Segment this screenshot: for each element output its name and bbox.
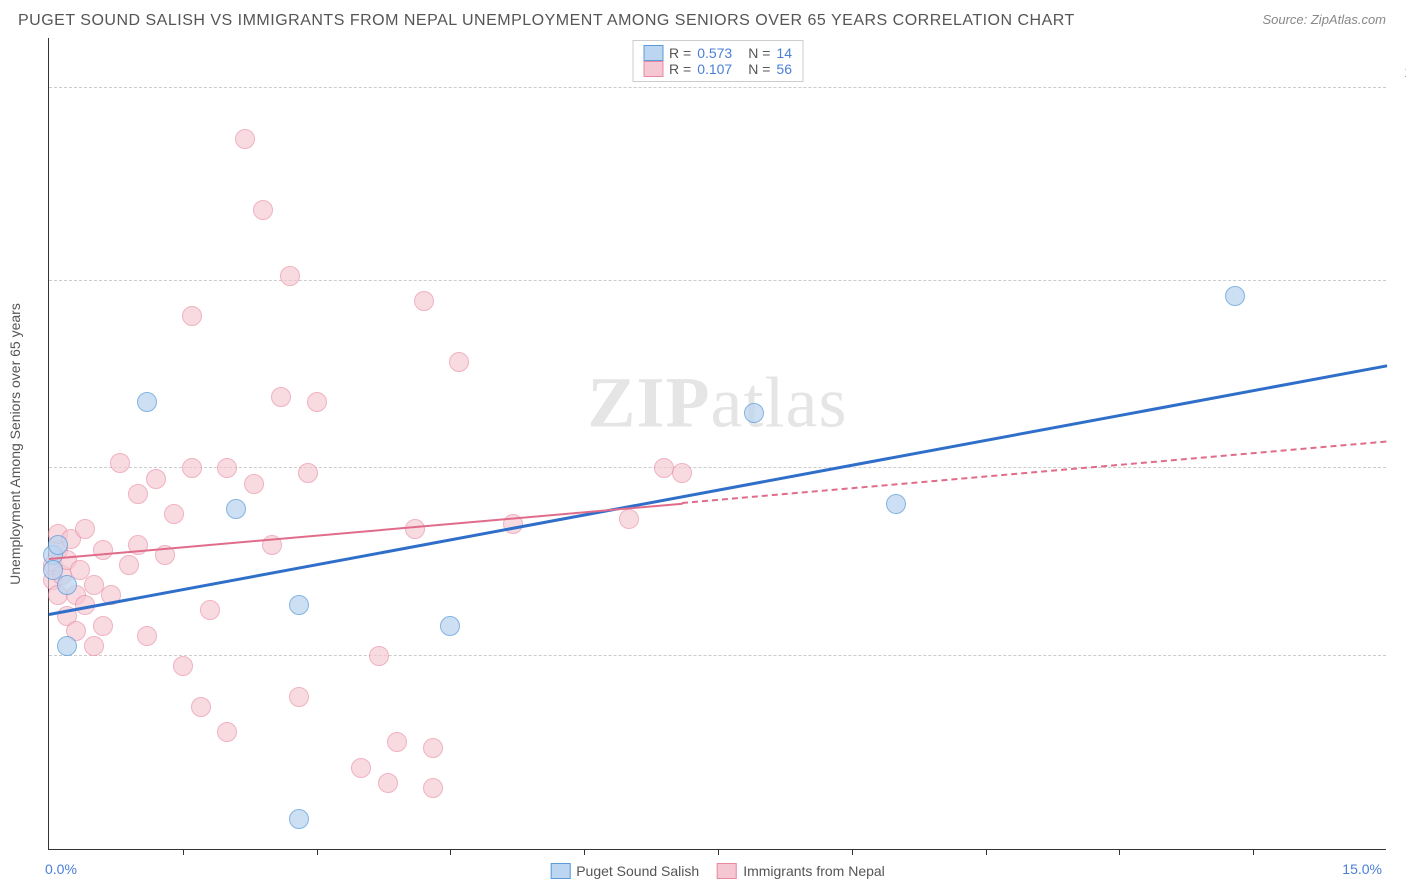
legend-row: R = 0.107N = 56: [643, 61, 792, 77]
legend-swatch: [643, 45, 663, 61]
data-point: [440, 616, 460, 636]
data-point: [351, 758, 371, 778]
data-point: [414, 291, 434, 311]
data-point: [57, 636, 77, 656]
data-point: [423, 778, 443, 798]
data-point: [164, 504, 184, 524]
trend-line: [682, 441, 1387, 504]
data-point: [244, 474, 264, 494]
data-point: [654, 458, 674, 478]
source-credit: Source: ZipAtlas.com: [1262, 12, 1386, 27]
data-point: [48, 535, 68, 555]
data-point: [146, 469, 166, 489]
y-tick-label: 7.5%: [1394, 444, 1406, 460]
data-point: [387, 732, 407, 752]
data-point: [1225, 286, 1245, 306]
chart-title: PUGET SOUND SALISH VS IMMIGRANTS FROM NE…: [18, 12, 1075, 30]
data-point: [217, 458, 237, 478]
legend-item: Puget Sound Salish: [550, 863, 699, 879]
data-point: [191, 697, 211, 717]
data-point: [672, 463, 692, 483]
data-point: [369, 646, 389, 666]
y-tick-label: 11.2%: [1394, 257, 1406, 273]
data-point: [449, 352, 469, 372]
x-tick: [450, 849, 451, 855]
data-point: [289, 595, 309, 615]
x-tick: [986, 849, 987, 855]
data-point: [110, 453, 130, 473]
x-tick: [317, 849, 318, 855]
data-point: [75, 519, 95, 539]
x-tick: [1253, 849, 1254, 855]
data-point: [93, 540, 113, 560]
x-axis-min-label: 0.0%: [45, 861, 77, 877]
gridline: [49, 87, 1386, 88]
y-tick-label: 15.0%: [1394, 64, 1406, 80]
series-legend: Puget Sound Salish Immigrants from Nepal: [550, 863, 885, 879]
legend-swatch: [550, 863, 570, 879]
correlation-legend: R = 0.573N = 14R = 0.107N = 56: [632, 40, 803, 82]
legend-item: Immigrants from Nepal: [717, 863, 885, 879]
data-point: [137, 392, 157, 412]
data-point: [423, 738, 443, 758]
data-point: [378, 773, 398, 793]
trend-line: [49, 502, 682, 559]
plot-area: ZIPatlas Unemployment Among Seniors over…: [48, 38, 1386, 850]
data-point: [744, 403, 764, 423]
x-tick: [183, 849, 184, 855]
data-point: [289, 687, 309, 707]
data-point: [200, 600, 220, 620]
legend-row: R = 0.573N = 14: [643, 45, 792, 61]
gridline: [49, 467, 1386, 468]
data-point: [235, 129, 255, 149]
x-tick: [852, 849, 853, 855]
data-point: [886, 494, 906, 514]
data-point: [84, 636, 104, 656]
data-point: [182, 306, 202, 326]
data-point: [93, 616, 113, 636]
legend-swatch: [643, 61, 663, 77]
watermark: ZIPatlas: [588, 361, 848, 444]
y-tick-label: 3.8%: [1394, 632, 1406, 648]
data-point: [289, 809, 309, 829]
data-point: [619, 509, 639, 529]
gridline: [49, 280, 1386, 281]
x-tick: [584, 849, 585, 855]
data-point: [226, 499, 246, 519]
data-point: [253, 200, 273, 220]
data-point: [298, 463, 318, 483]
data-point: [84, 575, 104, 595]
y-axis-title: Unemployment Among Seniors over 65 years: [7, 303, 23, 585]
data-point: [271, 387, 291, 407]
data-point: [173, 656, 193, 676]
data-point: [57, 575, 77, 595]
data-point: [182, 458, 202, 478]
x-tick: [718, 849, 719, 855]
data-point: [307, 392, 327, 412]
data-point: [128, 484, 148, 504]
data-point: [217, 722, 237, 742]
data-point: [280, 266, 300, 286]
legend-swatch: [717, 863, 737, 879]
x-tick: [1119, 849, 1120, 855]
gridline: [49, 655, 1386, 656]
data-point: [119, 555, 139, 575]
data-point: [137, 626, 157, 646]
data-point: [405, 519, 425, 539]
x-axis-max-label: 15.0%: [1342, 861, 1382, 877]
